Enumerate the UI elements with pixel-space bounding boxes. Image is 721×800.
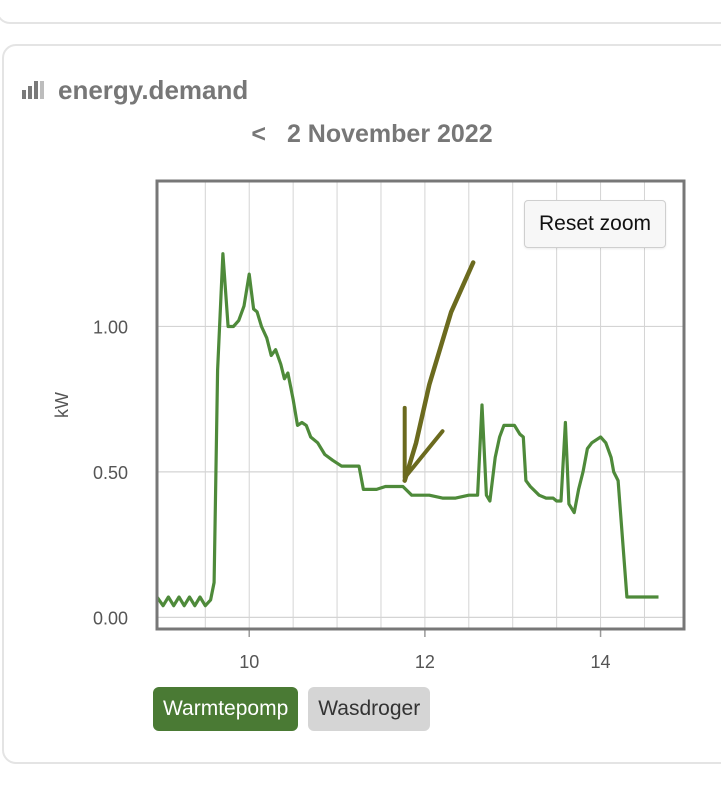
y-tick-label: 0.00 [93,608,128,628]
series-line-warmtepomp [155,252,659,608]
annotation-arrow-head [402,405,445,480]
y-axis-label: kW [52,392,72,418]
card-title: energy.demand [58,74,249,105]
previous-card [0,0,721,24]
plot-frame [155,179,686,631]
reset-zoom-button[interactable]: Reset zoom [524,200,666,248]
x-tick-label: 14 [591,652,611,672]
date-navigation: < 2 November 2022 [0,120,721,149]
x-tick-label: 12 [415,652,435,672]
card-header: energy.demand [22,72,248,108]
y-tick-label: 0.50 [93,463,128,483]
legend: Warmtepomp Wasdroger [153,687,431,731]
legend-warmtepomp-button[interactable]: Warmtepomp [153,687,299,731]
plot-area [157,181,684,629]
y-tick-label: 1.00 [93,317,128,337]
bar-chart-icon [22,81,44,99]
date-label: 2 November 2022 [286,120,493,148]
x-tick-label: 10 [239,652,259,672]
annotation-arrow-shaft [402,260,476,483]
legend-wasdroger-button[interactable]: Wasdroger [308,687,431,731]
previous-day-button[interactable]: < [251,120,266,148]
